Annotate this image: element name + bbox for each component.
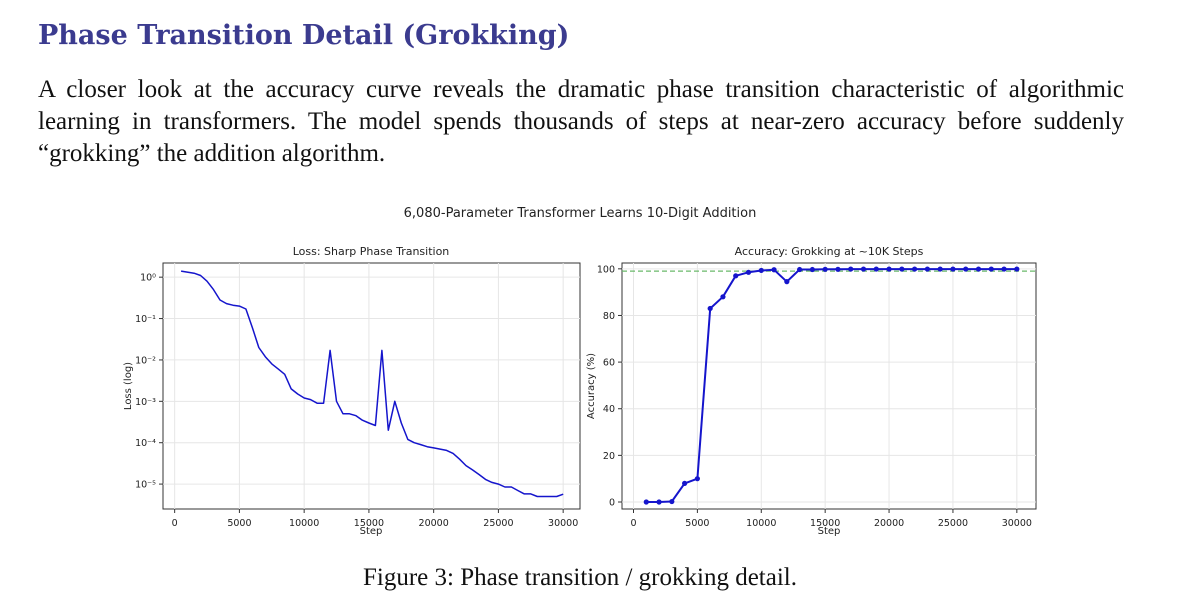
accuracy-point bbox=[758, 267, 764, 274]
accuracy-point bbox=[937, 266, 943, 272]
accuracy-point bbox=[733, 273, 739, 279]
accuracy-point bbox=[950, 266, 956, 272]
loss-y-tick-label: 10⁰ bbox=[140, 273, 156, 284]
accuracy-point bbox=[924, 266, 930, 272]
accuracy-point bbox=[669, 498, 675, 505]
loss-y-tick-label: 10⁻³ bbox=[135, 397, 156, 408]
accuracy-point bbox=[707, 305, 713, 312]
loss-x-tick-label: 30000 bbox=[548, 518, 578, 529]
loss-chart-title: Loss: Sharp Phase Transition bbox=[293, 245, 450, 258]
accuracy-y-ticks: 0 20 40 60 80 100 bbox=[597, 264, 622, 509]
accuracy-point bbox=[912, 266, 918, 272]
loss-chart: Loss: Sharp Phase Transition 0 5000 10000 1… bbox=[123, 245, 581, 537]
accuracy-x-tick-label: 25000 bbox=[938, 518, 968, 529]
accuracy-point bbox=[720, 294, 726, 300]
accuracy-x-axis-label: Step bbox=[818, 526, 841, 537]
accuracy-point bbox=[963, 266, 969, 272]
loss-x-axis-label: Step bbox=[360, 526, 383, 537]
loss-x-tick-label: 5000 bbox=[227, 518, 251, 529]
loss-x-tick-label: 10000 bbox=[289, 518, 319, 529]
loss-y-tick-label: 10⁻⁴ bbox=[135, 438, 156, 449]
accuracy-x-tick-label: 0 bbox=[630, 518, 636, 529]
accuracy-x-tick-label: 10000 bbox=[746, 518, 776, 529]
loss-y-tick-label: 10⁻¹ bbox=[135, 314, 156, 325]
accuracy-plot-area bbox=[621, 262, 1037, 510]
loss-line bbox=[180, 270, 564, 498]
loss-y-tick-label: 10⁻⁵ bbox=[135, 480, 156, 491]
accuracy-y-tick-label: 60 bbox=[603, 358, 615, 369]
accuracy-x-tick-label: 5000 bbox=[685, 518, 709, 529]
loss-y-axis-label: Loss (log) bbox=[123, 362, 134, 410]
loss-x-tick-label: 15000 bbox=[354, 518, 384, 529]
accuracy-point bbox=[975, 266, 982, 272]
accuracy-x-tick-label: 30000 bbox=[1002, 518, 1032, 529]
body-paragraph: A closer look at the accuracy curve reve… bbox=[38, 76, 1124, 167]
accuracy-grid bbox=[622, 263, 1036, 509]
accuracy-point bbox=[848, 266, 854, 272]
figure-caption: Figure 3: Phase transition / grokking de… bbox=[363, 564, 797, 591]
accuracy-x-tick-label: 15000 bbox=[810, 518, 840, 529]
accuracy-point bbox=[822, 266, 828, 272]
loss-plot-area bbox=[162, 262, 581, 510]
loss-y-ticks: 10⁰ 10⁻¹ 10⁻² 10⁻³ 10⁻⁴ 10⁻⁵ bbox=[135, 273, 163, 491]
accuracy-x-ticks: 0 5000 10000 15000 20000 25000 30000 bbox=[630, 509, 1032, 529]
accuracy-point bbox=[694, 476, 700, 482]
accuracy-point bbox=[835, 266, 841, 272]
accuracy-point bbox=[1001, 266, 1007, 272]
accuracy-point bbox=[809, 266, 815, 273]
accuracy-chart-title: Accuracy: Grokking at ~10K Steps bbox=[735, 245, 924, 258]
loss-y-tick-label: 10⁻² bbox=[135, 355, 156, 366]
accuracy-point bbox=[745, 269, 752, 275]
accuracy-y-tick-label: 40 bbox=[603, 404, 615, 415]
accuracy-x-tick-label: 20000 bbox=[874, 518, 904, 529]
accuracy-point bbox=[860, 266, 867, 272]
accuracy-series bbox=[643, 266, 1020, 505]
loss-x-ticks: 0 5000 10000 15000 20000 25000 30000 bbox=[172, 509, 578, 529]
accuracy-point bbox=[988, 266, 994, 272]
figure-suptitle: 6,080-Parameter Transformer Learns 10-Di… bbox=[404, 206, 757, 221]
loss-x-tick-label: 20000 bbox=[419, 518, 449, 529]
accuracy-point bbox=[682, 480, 688, 486]
accuracy-point bbox=[656, 499, 662, 505]
loss-grid bbox=[163, 263, 580, 509]
accuracy-point bbox=[873, 266, 879, 272]
accuracy-y-tick-label: 80 bbox=[603, 311, 615, 322]
loss-series bbox=[180, 270, 564, 498]
accuracy-y-tick-label: 20 bbox=[603, 451, 615, 462]
accuracy-point bbox=[643, 499, 649, 505]
loss-x-tick-label: 0 bbox=[172, 518, 178, 529]
accuracy-y-axis-label: Accuracy (%) bbox=[586, 353, 597, 419]
figure: 6,080-Parameter Transformer Learns 10-Di… bbox=[123, 206, 1037, 537]
accuracy-point bbox=[899, 266, 905, 272]
accuracy-point bbox=[1014, 266, 1020, 272]
accuracy-point bbox=[771, 267, 777, 273]
accuracy-y-tick-label: 100 bbox=[597, 264, 615, 275]
accuracy-point bbox=[784, 279, 790, 285]
accuracy-y-tick-label: 0 bbox=[609, 498, 615, 509]
section-heading: Phase Transition Detail (Grokking) bbox=[38, 20, 570, 51]
accuracy-point bbox=[797, 266, 803, 273]
accuracy-point bbox=[886, 266, 892, 272]
loss-x-tick-label: 25000 bbox=[483, 518, 513, 529]
accuracy-chart: Accuracy: Grokking at ~10K Steps 0 5000 10… bbox=[586, 245, 1037, 537]
